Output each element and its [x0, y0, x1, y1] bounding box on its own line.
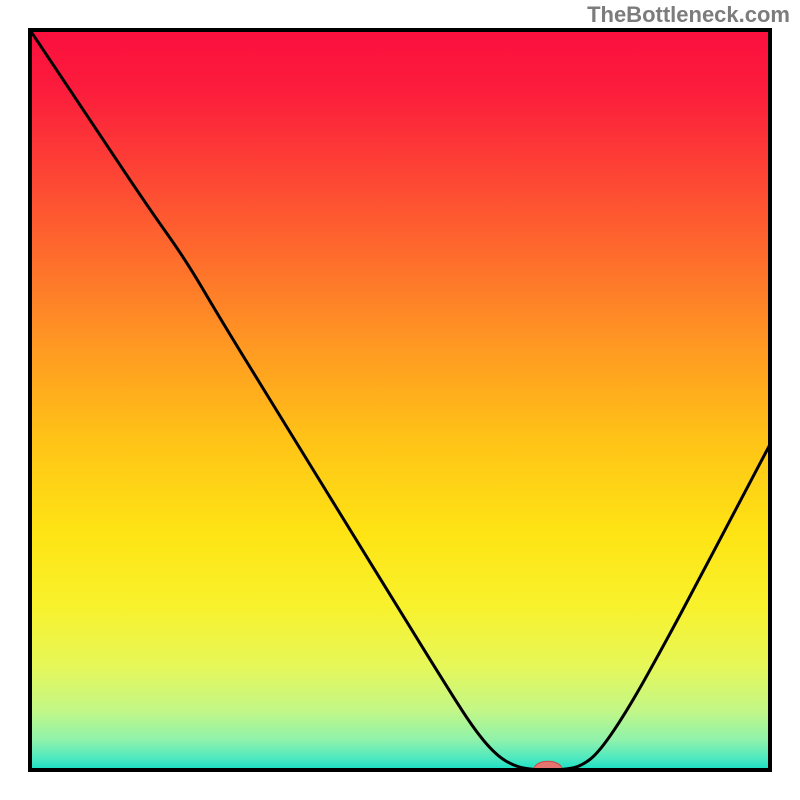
- watermark-text: TheBottleneck.com: [587, 2, 790, 28]
- gradient-background: [30, 30, 770, 770]
- chart-container: TheBottleneck.com: [0, 0, 800, 800]
- bottleneck-chart: [0, 0, 800, 800]
